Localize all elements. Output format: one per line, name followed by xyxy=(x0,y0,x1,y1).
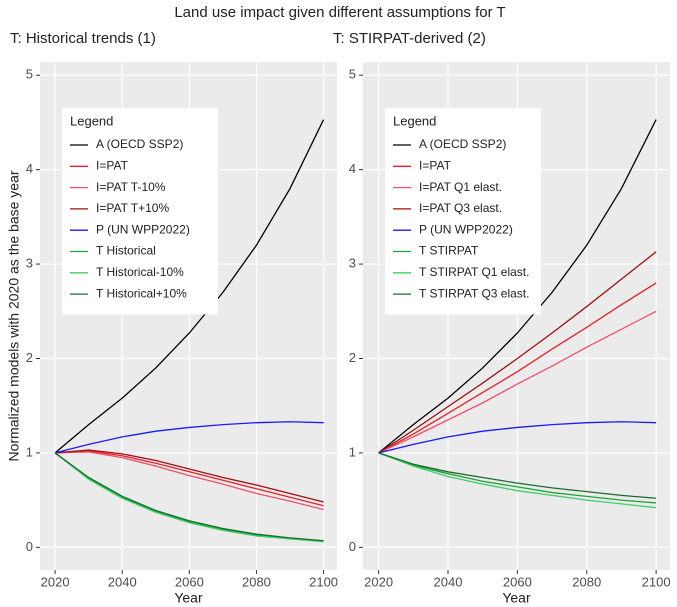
legend-label: T STIRPAT xyxy=(419,244,479,258)
x-tick-label: 2080 xyxy=(572,574,601,589)
legend-label: T Historical-10% xyxy=(96,265,184,279)
x-axis-label: Year xyxy=(174,590,203,606)
x-tick-label: 2020 xyxy=(364,574,393,589)
legend-title: Legend xyxy=(393,113,436,128)
series-line xyxy=(378,251,657,454)
panel-subtitle: T: Historical trends (1) xyxy=(10,30,156,47)
x-tick-label: 2060 xyxy=(503,574,532,589)
legend-label: P (UN WPP2022) xyxy=(419,222,513,236)
series-line xyxy=(378,119,657,454)
legend-label: T STIRPAT Q3 elast. xyxy=(419,286,529,300)
series-line xyxy=(378,421,657,454)
legend-label: T STIRPAT Q1 elast. xyxy=(419,265,529,279)
x-axis-label: Year xyxy=(502,590,531,606)
y-tick-label: 4 xyxy=(349,161,356,176)
series-line xyxy=(378,452,657,499)
y-tick-label: 1 xyxy=(26,444,33,459)
legend-label: P (UN WPP2022) xyxy=(96,222,190,236)
series-line xyxy=(378,452,657,504)
legend-label: I=PAT T+10% xyxy=(96,201,169,215)
series-line xyxy=(378,282,657,454)
series-line xyxy=(54,452,324,543)
legend-title: Legend xyxy=(70,113,113,128)
series-line xyxy=(378,452,657,509)
legend-label: T Historical+10% xyxy=(96,286,187,300)
legend-box xyxy=(62,108,218,315)
series-line xyxy=(54,452,324,542)
x-tick-label: 2080 xyxy=(242,574,271,589)
chart-title: Land use impact given different assumpti… xyxy=(174,4,505,21)
y-axis-label: Normalized models with 2020 as the base … xyxy=(6,170,22,461)
series-line xyxy=(55,450,324,507)
series-line xyxy=(378,310,657,454)
legend-label: I=PAT xyxy=(96,158,129,172)
x-tick-label: 2100 xyxy=(642,574,671,589)
legend-label: A (OECD SSP2) xyxy=(96,137,183,151)
y-tick-label: 2 xyxy=(349,350,356,365)
x-tick-label: 2100 xyxy=(309,574,338,589)
x-tick-label: 2040 xyxy=(434,574,463,589)
legend-label: T Historical xyxy=(96,244,156,258)
y-tick-label: 0 xyxy=(349,539,356,554)
series-line xyxy=(55,451,324,511)
legend-label: I=PAT xyxy=(419,158,452,172)
series-line xyxy=(55,449,324,503)
series-line xyxy=(54,119,325,454)
legend-label: I=PAT Q3 elast. xyxy=(419,201,502,215)
y-tick-label: 4 xyxy=(26,161,33,176)
y-tick-label: 2 xyxy=(26,350,33,365)
y-tick-label: 5 xyxy=(26,67,33,82)
y-tick-label: 3 xyxy=(26,256,33,271)
series-line xyxy=(54,421,324,454)
y-tick-label: 5 xyxy=(349,67,356,82)
x-tick-label: 2040 xyxy=(108,574,137,589)
panel-subtitle: T: STIRPAT-derived (2) xyxy=(333,30,486,47)
y-tick-label: 0 xyxy=(26,539,33,554)
y-tick-label: 3 xyxy=(349,256,356,271)
y-tick-label: 1 xyxy=(349,444,356,459)
x-tick-label: 2060 xyxy=(175,574,204,589)
x-tick-label: 2020 xyxy=(41,574,70,589)
legend-label: A (OECD SSP2) xyxy=(419,137,506,151)
legend-label: I=PAT Q1 elast. xyxy=(419,180,502,194)
legend-label: I=PAT T-10% xyxy=(96,180,166,194)
legend-box xyxy=(385,108,541,315)
